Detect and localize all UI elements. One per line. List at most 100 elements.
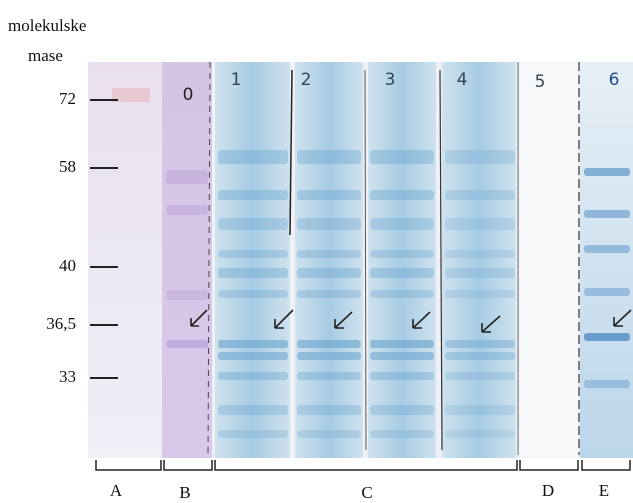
protein-band: [166, 340, 208, 348]
protein-band: [445, 340, 515, 348]
lane-5: [520, 62, 578, 458]
protein-band: [166, 205, 208, 215]
protein-band: [297, 352, 361, 360]
lane-3: [368, 62, 436, 458]
marker-label: 40: [59, 256, 76, 275]
marker-label: 72: [59, 89, 76, 108]
protein-band: [445, 250, 515, 258]
protein-band: [445, 150, 515, 164]
protein-band: [584, 210, 630, 218]
lane-edge: [364, 69, 367, 451]
protein-band: [370, 290, 434, 298]
protein-band: [218, 150, 288, 164]
lane-number: 2: [301, 70, 312, 90]
protein-band: [445, 218, 515, 230]
group-label: C: [361, 483, 372, 502]
protein-band: [297, 250, 361, 258]
lane-number: 6: [609, 70, 620, 90]
protein-band: [218, 340, 288, 348]
protein-band: [166, 290, 208, 300]
marker-label: 36,5: [46, 314, 76, 333]
lane-a: [88, 62, 162, 458]
arrow: [190, 309, 208, 327]
lane-numbers: 0 1 2 3 4 5 6: [183, 70, 620, 105]
protein-band: [218, 250, 288, 258]
bracket: [163, 460, 213, 471]
bracket: [519, 460, 579, 471]
marker-label: 58: [59, 157, 76, 176]
protein-band: [297, 290, 361, 298]
marker-band: [112, 88, 150, 102]
protein-band: [297, 430, 361, 438]
marker-label: 33: [59, 367, 76, 386]
lane-b: [162, 62, 212, 458]
protein-band: [445, 352, 515, 360]
group-label: D: [542, 481, 554, 500]
group-label: B: [179, 483, 190, 502]
lane-number: 4: [457, 70, 468, 90]
protein-band: [297, 268, 361, 278]
protein-band: [297, 405, 361, 415]
protein-band: [218, 218, 288, 230]
protein-band: [584, 288, 630, 296]
protein-band: [445, 268, 515, 278]
protein-band: [445, 190, 515, 200]
protein-band: [584, 380, 630, 388]
protein-band: [584, 168, 630, 176]
arrow: [334, 311, 353, 329]
bracket: [214, 460, 518, 471]
group-brackets: [95, 460, 631, 471]
lane-2: [295, 62, 363, 458]
protein-band: [445, 290, 515, 298]
protein-band: [218, 372, 288, 380]
arrow: [274, 309, 294, 329]
protein-band: [370, 372, 434, 380]
arrow: [412, 311, 431, 329]
protein-band: [218, 352, 288, 360]
protein-band: [218, 268, 288, 278]
lane-number: 3: [385, 70, 396, 90]
protein-band: [218, 290, 288, 298]
protein-band: [445, 405, 515, 415]
lane-number: 0: [183, 85, 194, 105]
protein-band: [370, 340, 434, 348]
lane-edge: [439, 69, 443, 451]
bracket: [95, 460, 162, 471]
lane-number: 1: [231, 70, 242, 90]
lane-1: [215, 62, 290, 458]
protein-band: [218, 190, 288, 200]
protein-band: [297, 218, 361, 230]
protein-band: [370, 190, 434, 200]
protein-band: [218, 405, 288, 415]
protein-band: [370, 430, 434, 438]
lane-4: [442, 62, 516, 458]
protein-band: [445, 430, 515, 438]
lane-edge: [289, 69, 293, 236]
protein-band: [370, 150, 434, 164]
protein-band: [370, 268, 434, 278]
protein-band: [297, 372, 361, 380]
lane-6: [580, 62, 633, 458]
protein-band: [445, 372, 515, 380]
bracket: [581, 460, 631, 471]
protein-band: [297, 150, 361, 164]
protein-band: [370, 352, 434, 360]
protein-band: [297, 340, 361, 348]
arrow: [481, 315, 501, 333]
group-label: E: [599, 481, 609, 500]
protein-band: [370, 218, 434, 230]
protein-band: [297, 190, 361, 200]
protein-band: [370, 250, 434, 258]
axis-title: molekulske: [8, 16, 86, 35]
gel: [88, 61, 633, 458]
protein-band: [370, 405, 434, 415]
marker-ladder: 72 58 40 36,5 33: [46, 89, 118, 386]
protein-band: [218, 430, 288, 438]
group-label: A: [110, 481, 123, 500]
protein-band: [584, 333, 630, 341]
lane-number: 5: [535, 72, 546, 92]
protein-band: [166, 170, 208, 184]
axis-title: mase: [28, 46, 63, 65]
protein-band: [584, 245, 630, 253]
